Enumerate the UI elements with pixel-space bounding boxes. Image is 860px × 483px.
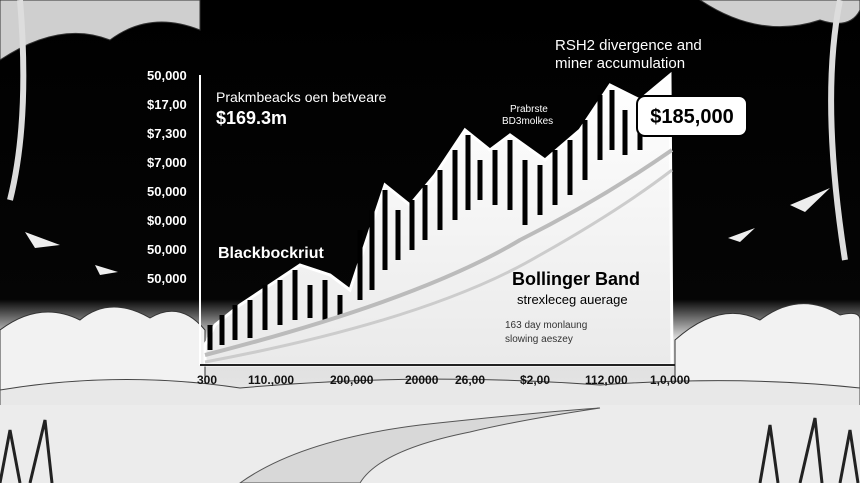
- callout-line: BD3molkes: [502, 116, 553, 127]
- price-badge: [636, 95, 748, 137]
- note-line: 163 day monlaung: [505, 320, 587, 331]
- callout-caption: Prakmbeacks oen betveare: [216, 89, 387, 105]
- y-axis-label: $7,300: [147, 126, 187, 141]
- y-axis-label: 50,000: [147, 184, 187, 199]
- x-axis-label: $2,00: [520, 373, 550, 387]
- y-axis-label: $0,000: [147, 213, 187, 228]
- legend-subtitle: strexleceg auerage: [517, 292, 628, 307]
- price-badge-text: $185,000: [650, 106, 733, 128]
- legend-title: Bollinger Band: [512, 269, 640, 289]
- y-axis-label: $17,00: [147, 97, 187, 112]
- price-chart: [199, 71, 748, 367]
- y-axis-label: $7,000: [147, 155, 187, 170]
- note-line: slowing aeszey: [505, 334, 573, 345]
- callout-line: Prabrste: [510, 104, 548, 115]
- x-axis-label: 110.,000: [248, 373, 294, 387]
- y-axis-label: 50,000: [147, 68, 187, 83]
- x-axis-label: 1,0,000: [650, 373, 690, 387]
- x-axis-label: 300: [197, 373, 217, 387]
- left-label: Blackbockriut: [218, 245, 324, 262]
- x-axis-label: 20000: [405, 373, 439, 387]
- header-line: miner accumulation: [555, 55, 685, 72]
- x-axis-label: 112,000: [585, 373, 628, 387]
- y-axis-label: 50,000: [147, 242, 187, 257]
- header-line: RSH2 divergence and: [555, 37, 702, 54]
- callout-value: $169.3m: [216, 108, 287, 128]
- x-axis-label: 26,00: [455, 373, 485, 387]
- x-axis-label: 200,000: [330, 373, 374, 387]
- y-axis-label: 50,000: [147, 271, 187, 286]
